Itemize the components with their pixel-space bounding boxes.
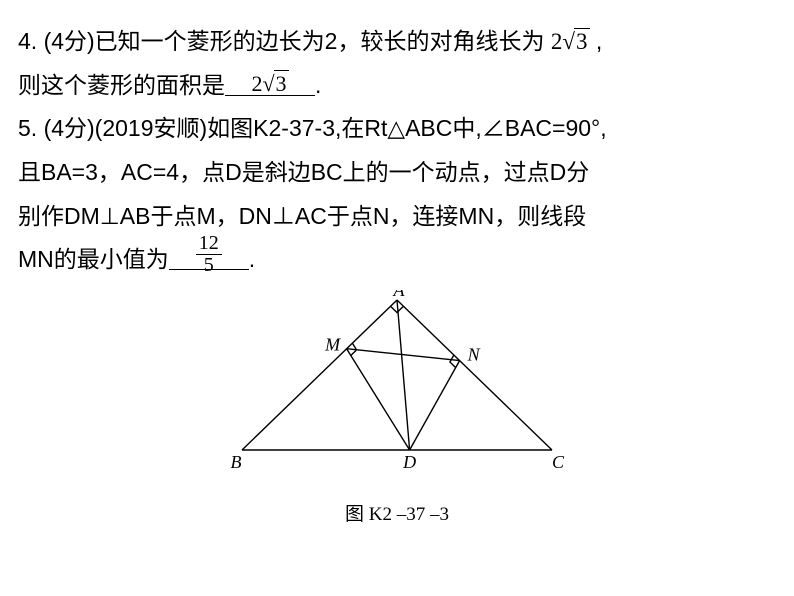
figure-caption: 图 K2 –37 –3	[18, 497, 776, 533]
q4-sqrt-expr: 2√3	[551, 20, 590, 64]
q5-line2: 且BA=3，AC=4，点D是斜边BC上的一个动点，过点D分	[18, 151, 776, 195]
q4-ans-radicand: 3	[274, 70, 289, 96]
q4-blank: 2√3	[225, 64, 315, 96]
q5-blank: 125	[169, 238, 249, 270]
svg-text:D: D	[402, 452, 416, 472]
q4-period: .	[315, 72, 321, 98]
q5-period: .	[249, 246, 255, 272]
q5-ans-num: 12	[196, 233, 222, 254]
q4-ans-coeff: 2	[251, 71, 262, 96]
q5-line1: 5. (4分)(2019安顺)如图K2-37-3,在Rt△ABC中,∠BAC=9…	[18, 107, 776, 151]
figure-svg: A B C D M N	[222, 290, 572, 480]
svg-text:N: N	[467, 345, 481, 365]
figure-wrap: A B C D M N 图 K2 –37 –3	[18, 290, 776, 533]
q5-frac: 125	[196, 233, 222, 276]
q4-comma: ,	[590, 28, 603, 54]
q4-sqrt-coeff: 2	[551, 29, 563, 54]
q5-answer: 125	[196, 245, 222, 270]
q5-ans-den: 5	[196, 254, 222, 276]
q4-answer: 2√3	[251, 63, 288, 105]
q5-line3: 别作DM⊥AB于点M，DN⊥AC于点N，连接MN，则线段	[18, 195, 776, 239]
svg-text:B: B	[231, 452, 242, 472]
q4-sqrt-radicand: 3	[574, 28, 590, 54]
svg-text:C: C	[552, 452, 565, 472]
svg-text:A: A	[393, 290, 406, 300]
q4-line2a: 则这个菱形的面积是	[18, 72, 225, 98]
q4-prefix: 4. (4分)已知一个菱形的边长为2，较长的对角线长为	[18, 28, 551, 54]
svg-text:M: M	[324, 335, 341, 355]
q5-line4a: MN的最小值为	[18, 246, 169, 272]
